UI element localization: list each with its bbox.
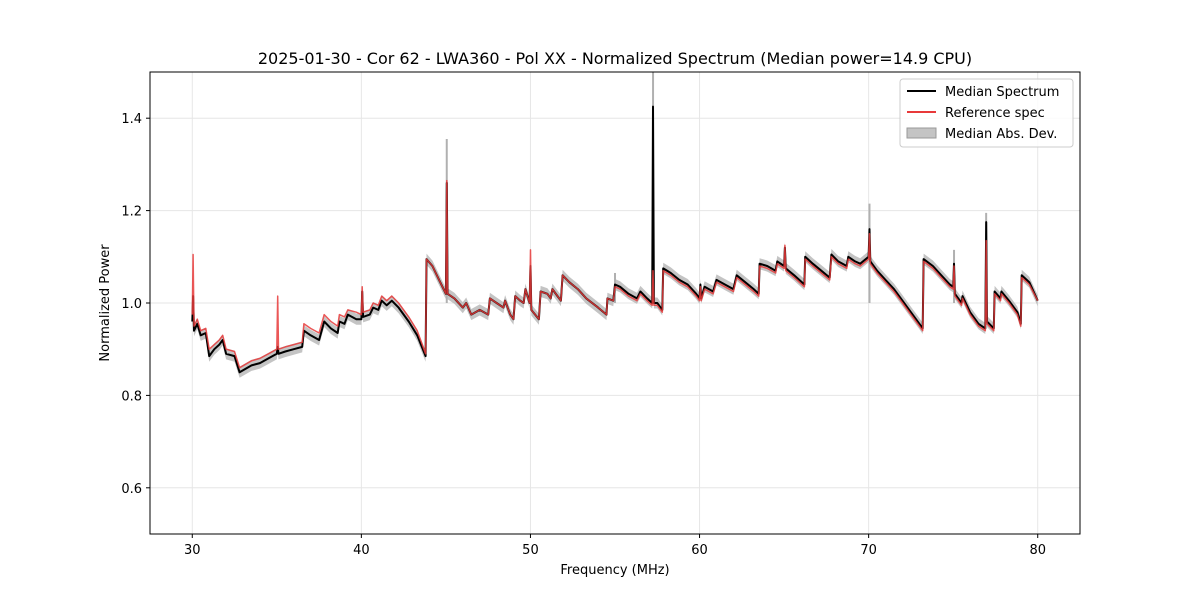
y-tick-label: 1.4 — [121, 112, 142, 127]
x-axis: 30 40 50 60 70 80 — [184, 534, 1046, 558]
series-layer — [191, 105, 1039, 374]
x-tick-label: 50 — [522, 543, 539, 558]
x-tick-label: 60 — [691, 543, 708, 558]
y-tick-label: 0.6 — [121, 482, 142, 497]
chart-title: 2025-01-30 - Cor 62 - LWA360 - Pol XX - … — [258, 49, 972, 68]
y-axis-label: Normalized Power — [98, 244, 113, 362]
y-tick-label: 1.0 — [121, 297, 142, 312]
x-axis-label: Frequency (MHz) — [560, 563, 669, 578]
legend: Median Spectrum Reference spec Median Abs.… — [899, 78, 1074, 148]
x-tick-label: 80 — [1029, 543, 1046, 558]
x-tick-label: 40 — [353, 543, 370, 558]
legend-label: Reference spec — [945, 106, 1045, 121]
x-tick-label: 30 — [184, 543, 201, 558]
y-tick-label: 1.2 — [121, 205, 142, 220]
y-axis: 0.6 0.8 1.0 1.2 1.4 — [121, 112, 150, 497]
legend-swatch-mad — [906, 127, 937, 139]
x-tick-label: 70 — [860, 543, 877, 558]
y-tick-label: 0.8 — [121, 389, 142, 404]
reference-spec-line — [191, 179, 1039, 369]
legend-label: Median Abs. Dev. — [945, 127, 1057, 142]
legend-label: Median Spectrum — [945, 85, 1059, 100]
legend-box — [899, 78, 1074, 148]
